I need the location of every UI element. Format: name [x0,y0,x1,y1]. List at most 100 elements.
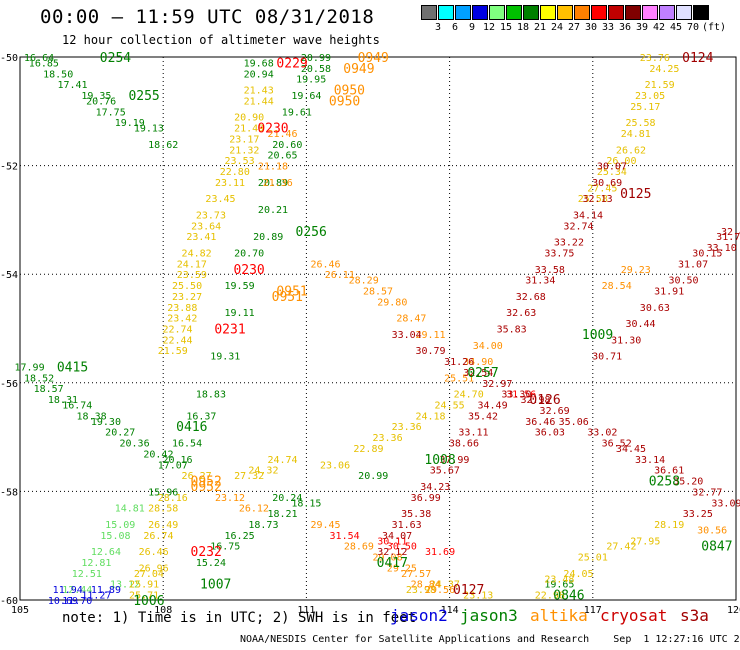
pass-time-label: 0417 [377,556,408,571]
wave-height-label: 21.32 [229,145,259,156]
wave-height-label: 16.85 [29,58,59,69]
wave-height-label: 33.30 [501,390,531,401]
pass-time-label: 0127 [453,583,484,598]
scale-swatch [489,5,505,20]
scale-label: 3 [434,22,442,33]
wave-height-label: 13.12 [110,580,140,591]
scale-swatch [608,5,624,20]
wave-height-label: 23.48 [544,574,574,585]
wave-height-label: 28.19 [654,520,684,531]
wave-height-label: 21.59 [158,346,188,357]
pass-time-label: 0950 [329,94,360,109]
wave-height-label: 31.07 [678,259,708,270]
wave-height-label: 25.01 [578,553,608,564]
wave-height-label: 20.58 [301,64,331,75]
wave-height-label: 35.42 [468,411,498,422]
map-frame [19,56,737,601]
wave-height-label: 21.59 [645,80,675,91]
wave-height-label: 33.25 [683,509,713,520]
pass-time-label: 0258 [649,475,680,490]
scale-swatch [676,5,692,20]
wave-height-label: 11.89 [91,585,121,596]
wave-height-label: 30.56 [697,525,727,536]
wave-height-label: 29.08 [372,553,402,564]
wave-height-label: 29.80 [377,297,407,308]
wave-height-label: 15.08 [100,531,130,542]
lon-tick-label: 117 [584,605,602,616]
wave-height-label: 25.58 [578,194,608,205]
wave-height-label: 27.04 [134,569,164,580]
wave-height-label: 23.64 [191,221,221,232]
wave-height-label: 31.69 [425,547,455,558]
pass-time-label: 0951 [272,290,303,305]
wave-height-label: 23.11 [215,178,245,189]
wave-height-label: 33.75 [544,248,574,259]
scale-swatch [472,5,488,20]
wave-height-label: 32.97 [482,379,512,390]
scale-swatch [642,5,658,20]
scale-label: 12 [482,22,496,33]
wave-height-label: 32.74 [563,221,593,232]
wave-height-label: 20.99 [301,53,331,64]
wave-height-label: 20.89 [258,178,288,189]
pass-time-label: 1006 [133,594,164,609]
wave-height-label: 23.12 [215,493,245,504]
wave-height-label: 19.13 [134,124,164,135]
scale-label: 18 [516,22,530,33]
scale-label: 6 [451,22,459,33]
wave-height-label: 28.29 [349,276,379,287]
wave-height-label: 29.45 [310,520,340,531]
scale-swatch [591,5,607,20]
wave-height-label: 21.49 [234,124,264,135]
pass-time-label: 0229 [276,56,307,71]
wave-height-label: 20.27 [105,428,135,439]
wave-height-label: 31.63 [392,520,422,531]
wave-height-label: 19.68 [244,58,274,69]
wave-height-label: 19.64 [291,91,321,102]
scale-label: 39 [635,22,649,33]
wave-height-label: 17.41 [57,80,87,91]
wave-height-label: 12.51 [72,569,102,580]
wave-height-label: 35.38 [401,509,431,520]
scale-swatch [506,5,522,20]
wave-height-label: 21.44 [244,96,274,107]
pass-time-label: 0952 [191,475,222,490]
wave-height-label: 20.36 [120,439,150,450]
wave-height-label: 23.27 [172,292,202,303]
wave-height-label: 24.70 [454,390,484,401]
wave-height-label: 32.98 [520,395,550,406]
wave-height-label: 28.16 [158,493,188,504]
pass-time-label: 0256 [296,225,327,240]
wave-height-label: 32.47 [721,227,740,238]
wave-height-label: 23.88 [167,303,197,314]
wave-height-label: 21.36 [263,178,293,189]
scale-label: 45 [669,22,683,33]
wave-height-label: 25.50 [172,281,202,292]
wave-height-label: 24.05 [563,569,593,580]
wave-height-label: 19.35 [81,91,111,102]
pass-time-label: 0257 [467,366,498,381]
wave-height-label: 26.62 [616,145,646,156]
wave-height-label: 36.46 [525,417,555,428]
wave-height-label: 23.41 [186,232,216,243]
wave-height-label: 34.49 [478,401,508,412]
wave-height-label: 35.20 [673,477,703,488]
scale-label: 36 [618,22,632,33]
scale-swatch [421,5,437,20]
lat-tick-label: -60 [0,596,18,607]
scale-label: 42 [652,22,666,33]
wave-height-label: 19.95 [296,75,326,86]
wave-height-label: 16.75 [210,542,240,553]
wave-height-label: 16.64 [24,53,54,64]
wave-height-label: 26.27 [182,471,212,482]
pass-time-label: 0415 [57,361,88,376]
wave-height-label: 30.15 [692,248,722,259]
wave-height-label: 22.80 [220,167,250,178]
pass-time-label: 0847 [701,540,732,555]
pass-time-label: 0951 [276,284,307,299]
wave-height-label: 31.54 [330,531,360,542]
source-cryosat: cryosat [600,606,668,625]
wave-height-label: 30.69 [592,178,622,189]
scale-label: 27 [567,22,581,33]
